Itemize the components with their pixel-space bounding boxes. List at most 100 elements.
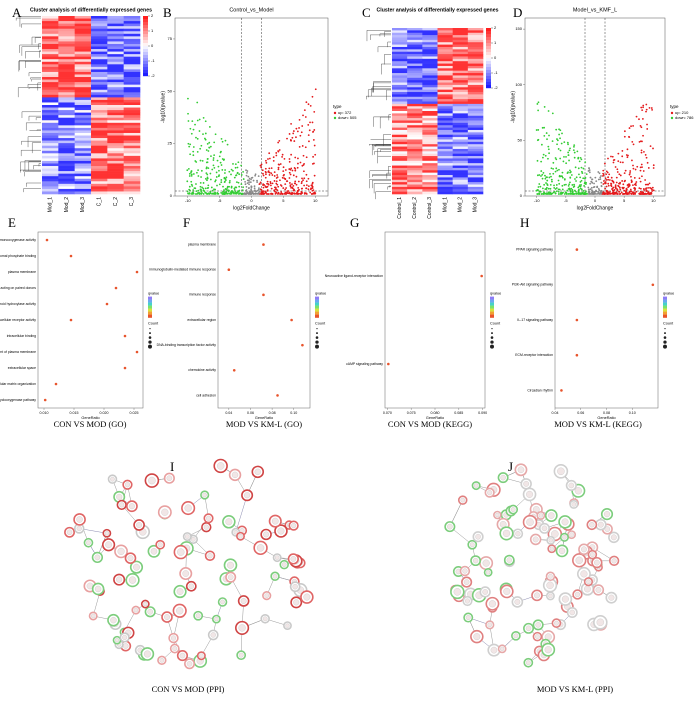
colorbar-tick-label: -2 [494, 85, 498, 90]
x-tick-label: 5 [282, 198, 285, 203]
gene-point [642, 118, 644, 120]
heatmap-cell [58, 191, 75, 194]
network-node-core [462, 569, 467, 574]
heatmap-cell [438, 40, 453, 43]
gene-point [265, 177, 267, 179]
term-dot [290, 319, 293, 322]
heatmap-cell [75, 110, 92, 113]
heatmap-cell [58, 171, 75, 174]
column-label: Control_3 [427, 197, 433, 219]
gene-point [277, 142, 279, 144]
heatmap-cell [91, 29, 108, 32]
gene-point [228, 186, 230, 188]
gene-point [238, 173, 240, 175]
heatmap-cell [392, 52, 407, 55]
gene-point [280, 191, 282, 193]
qvalue-scale [148, 306, 152, 309]
gene-point [572, 190, 574, 192]
heatmap-cell [42, 191, 59, 194]
heatmap-cell [422, 113, 437, 116]
heatmap-cell [91, 92, 108, 95]
heatmap-cell [124, 123, 141, 126]
gene-point [536, 193, 538, 195]
heatmap-cell [392, 177, 407, 180]
gene-point [197, 190, 199, 192]
heatmap-cell [124, 34, 141, 37]
legend-swatch [334, 117, 336, 119]
gene-point [301, 131, 303, 133]
x-tick-label: 0 [250, 198, 253, 203]
gene-point [194, 187, 196, 189]
heatmap-cell [468, 68, 483, 71]
gene-point [276, 184, 278, 186]
heatmap-cell [58, 54, 75, 57]
gene-point [561, 193, 563, 195]
heatmap-cell [392, 56, 407, 59]
heatmap-cell [124, 67, 141, 70]
gene-point [224, 172, 226, 174]
gene-point [236, 181, 238, 183]
heatmap-cell [42, 153, 59, 156]
gene-point [263, 184, 265, 186]
y-tick-label: 0 [520, 193, 523, 198]
gene-point [588, 189, 590, 191]
heatmap-cell [468, 144, 483, 147]
heatmap-cell [42, 113, 59, 116]
heatmap-cell [392, 102, 407, 105]
gene-point [302, 114, 304, 116]
y-tick-label: 75 [168, 36, 173, 41]
heatmap-cell [422, 177, 437, 180]
heatmap-cell [75, 143, 92, 146]
heatmap-cell [124, 163, 141, 166]
heatmap-cell [392, 144, 407, 147]
gene-point [569, 150, 571, 152]
heatmap-cell [392, 166, 407, 169]
gene-point [272, 193, 274, 195]
gene-point [608, 173, 610, 175]
x-tick-label: 10 [313, 198, 318, 203]
gene-point [646, 190, 648, 192]
gene-point [298, 181, 300, 183]
gene-point [274, 180, 276, 182]
heatmap-cell [422, 47, 437, 50]
gene-point [585, 190, 587, 192]
gene-point [294, 182, 296, 184]
term-label: immune response [189, 293, 216, 297]
gene-point [636, 191, 638, 193]
heatmap-cell [124, 90, 141, 93]
heatmap-cell [468, 128, 483, 131]
gene-point [558, 148, 560, 150]
gene-point [302, 179, 304, 181]
gene-point [620, 175, 622, 177]
heatmap-cell [422, 104, 437, 107]
gene-point [205, 178, 207, 180]
gene-point [617, 153, 619, 155]
gene-point [612, 193, 614, 195]
count-swatch [663, 345, 667, 349]
gene-point [621, 155, 623, 157]
network-node-core [77, 526, 82, 531]
network-node-core [562, 519, 569, 526]
heatmap-cell [468, 123, 483, 126]
term-dot [576, 354, 579, 357]
heatmap-cell [124, 125, 141, 128]
gene-point [294, 193, 296, 195]
gene-point [561, 185, 563, 187]
heatmap-cell [42, 184, 59, 187]
heatmap-cell [58, 138, 75, 141]
heatmap-cell [407, 35, 422, 38]
heatmap-cell [91, 169, 108, 172]
heatmap-cell [75, 123, 92, 126]
heatmap-cell [438, 192, 453, 195]
heatmap-cell [468, 54, 483, 57]
gene-point [547, 158, 549, 160]
heatmap-cell [407, 40, 422, 43]
gene-point [306, 184, 308, 186]
gene-point [265, 160, 267, 162]
heatmap-cell [107, 118, 124, 121]
gene-point [232, 163, 234, 165]
x-tick-label: 0.070 [383, 411, 392, 415]
network-node-core [572, 502, 576, 506]
heatmap-cell [91, 146, 108, 149]
heatmap-cell [91, 67, 108, 70]
